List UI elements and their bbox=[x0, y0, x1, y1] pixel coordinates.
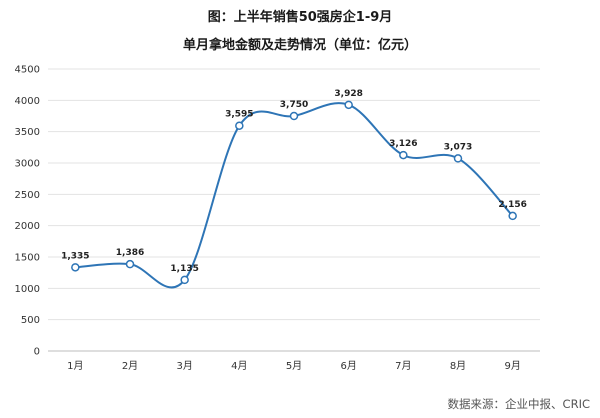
data-point bbox=[508, 211, 517, 221]
y-tick-label: 2000 bbox=[15, 221, 40, 232]
series-line bbox=[75, 102, 514, 289]
data-point bbox=[235, 121, 244, 130]
data-label: 2,156 bbox=[498, 200, 526, 210]
x-tick-label: 3月 bbox=[176, 360, 192, 372]
data-point bbox=[180, 275, 189, 285]
data-label: 1,335 bbox=[61, 251, 89, 261]
x-tick-label: 6月 bbox=[340, 360, 356, 372]
data-label: 1,135 bbox=[170, 264, 198, 274]
y-tick-label: 1000 bbox=[15, 284, 40, 295]
data-point bbox=[344, 100, 353, 110]
x-tick-label: 5月 bbox=[286, 360, 302, 372]
y-tick-label: 1500 bbox=[15, 253, 40, 264]
y-tick-label: 0 bbox=[34, 347, 40, 358]
data-point bbox=[125, 259, 135, 269]
chart-title: 图：上半年销售50强房企1-9月 bbox=[207, 10, 393, 25]
data-source: 数据来源：企业中报、CRIC bbox=[447, 397, 590, 411]
x-tick-label: 4月 bbox=[231, 360, 247, 372]
y-tick-label: 2500 bbox=[15, 190, 40, 201]
y-tick-label: 3000 bbox=[15, 159, 40, 170]
data-label: 1,386 bbox=[116, 248, 144, 258]
data-point bbox=[453, 154, 463, 163]
data-label: 3,750 bbox=[280, 100, 308, 110]
x-tick-label: 7月 bbox=[395, 360, 411, 372]
y-tick-label: 500 bbox=[21, 315, 40, 326]
chart-subtitle: 单月拿地金额及走势情况（单位：亿元） bbox=[182, 38, 417, 53]
x-tick-label: 1月 bbox=[67, 360, 83, 372]
data-label: 3,126 bbox=[389, 139, 417, 149]
y-tick-label: 4500 bbox=[15, 65, 40, 76]
x-tick-label: 8月 bbox=[450, 360, 466, 372]
x-tick-label: 2月 bbox=[122, 360, 138, 372]
data-label: 3,073 bbox=[444, 142, 472, 152]
y-tick-label: 4000 bbox=[15, 96, 40, 107]
data-point bbox=[71, 263, 80, 272]
data-point bbox=[399, 150, 408, 160]
x-tick-label: 9月 bbox=[504, 360, 520, 372]
data-label: 3,595 bbox=[225, 110, 253, 120]
data-label: 3,928 bbox=[334, 89, 362, 99]
data-point bbox=[289, 111, 299, 121]
y-tick-label: 3500 bbox=[15, 127, 40, 138]
